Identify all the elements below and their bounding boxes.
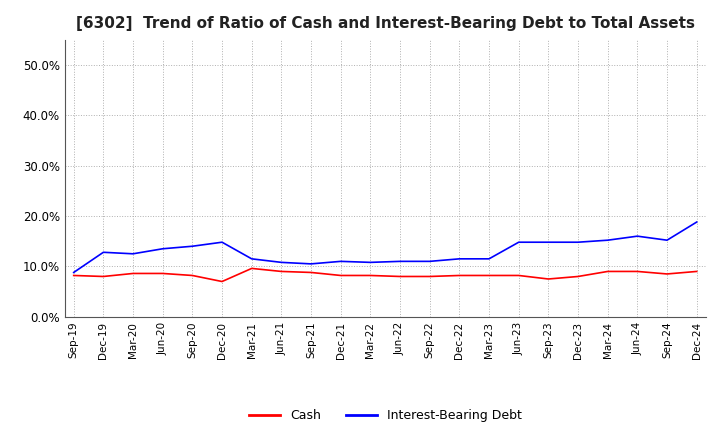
- Cash: [574, 274, 582, 279]
- Cash: [693, 269, 701, 274]
- Interest-Bearing Debt: [129, 251, 138, 257]
- Interest-Bearing Debt: [217, 239, 226, 245]
- Cash: [336, 273, 345, 278]
- Cash: [544, 276, 553, 282]
- Cash: [307, 270, 315, 275]
- Cash: [158, 271, 167, 276]
- Interest-Bearing Debt: [603, 238, 612, 243]
- Interest-Bearing Debt: [662, 238, 671, 243]
- Legend: Cash, Interest-Bearing Debt: Cash, Interest-Bearing Debt: [243, 404, 527, 427]
- Interest-Bearing Debt: [693, 220, 701, 225]
- Title: [6302]  Trend of Ratio of Cash and Interest-Bearing Debt to Total Assets: [6302] Trend of Ratio of Cash and Intere…: [76, 16, 695, 32]
- Interest-Bearing Debt: [336, 259, 345, 264]
- Cash: [277, 269, 286, 274]
- Interest-Bearing Debt: [574, 239, 582, 245]
- Cash: [514, 273, 523, 278]
- Cash: [455, 273, 464, 278]
- Cash: [129, 271, 138, 276]
- Cash: [396, 274, 405, 279]
- Cash: [603, 269, 612, 274]
- Interest-Bearing Debt: [188, 244, 197, 249]
- Interest-Bearing Debt: [426, 259, 434, 264]
- Interest-Bearing Debt: [485, 256, 493, 261]
- Interest-Bearing Debt: [307, 261, 315, 267]
- Interest-Bearing Debt: [366, 260, 374, 265]
- Line: Cash: Cash: [73, 268, 697, 282]
- Cash: [633, 269, 642, 274]
- Interest-Bearing Debt: [514, 239, 523, 245]
- Cash: [662, 271, 671, 277]
- Cash: [248, 266, 256, 271]
- Interest-Bearing Debt: [277, 260, 286, 265]
- Interest-Bearing Debt: [248, 256, 256, 261]
- Cash: [99, 274, 108, 279]
- Cash: [366, 273, 374, 278]
- Interest-Bearing Debt: [396, 259, 405, 264]
- Cash: [485, 273, 493, 278]
- Cash: [69, 273, 78, 278]
- Line: Interest-Bearing Debt: Interest-Bearing Debt: [73, 222, 697, 272]
- Interest-Bearing Debt: [69, 270, 78, 275]
- Cash: [426, 274, 434, 279]
- Interest-Bearing Debt: [158, 246, 167, 251]
- Interest-Bearing Debt: [455, 256, 464, 261]
- Interest-Bearing Debt: [99, 249, 108, 255]
- Interest-Bearing Debt: [544, 239, 553, 245]
- Cash: [217, 279, 226, 284]
- Cash: [188, 273, 197, 278]
- Interest-Bearing Debt: [633, 234, 642, 239]
